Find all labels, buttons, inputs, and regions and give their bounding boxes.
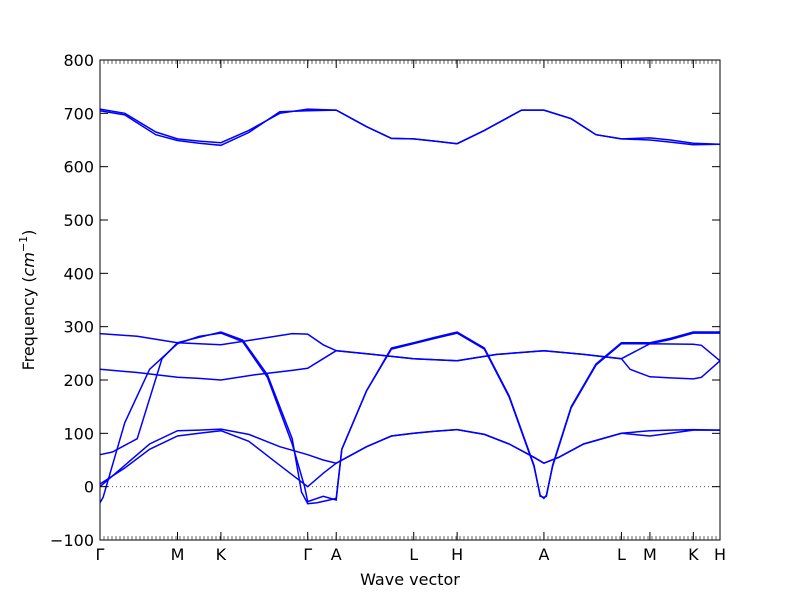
y-tick-label: 300 — [63, 318, 94, 337]
y-axis-unit: cm — [19, 252, 38, 276]
x-tick-label: A — [331, 545, 342, 564]
series-layer — [99, 108, 721, 505]
x-tick-label: A — [538, 545, 549, 564]
minor-tick-layer — [99, 60, 721, 540]
x-tick-label: H — [451, 545, 463, 564]
y-tick-label: 100 — [63, 424, 94, 443]
x-tick-label: Γ — [303, 545, 312, 564]
y-axis-label-text: Frequency — [19, 288, 38, 371]
y-tick-label: −100 — [50, 531, 94, 550]
band-line-6 — [99, 332, 720, 504]
x-tick-label: K — [216, 545, 227, 564]
y-tick-label: 800 — [63, 51, 94, 70]
y-tick-label: 700 — [63, 104, 94, 123]
y-tick-label: 600 — [63, 158, 94, 177]
y-axis-unit-exponent: −1 — [17, 236, 30, 252]
x-tick-label: Γ — [96, 545, 105, 564]
x-tick-label: M — [643, 545, 657, 564]
y-tick-label: 200 — [63, 371, 94, 390]
y-tick-label: 400 — [63, 264, 94, 283]
x-tick-label: K — [688, 545, 699, 564]
band-line-4 — [99, 349, 721, 381]
band-line-8 — [99, 428, 720, 488]
x-tick-label: M — [171, 545, 185, 564]
x-tick-label: H — [714, 545, 726, 564]
x-tick-label: L — [617, 545, 626, 564]
y-tick-label: 500 — [63, 211, 94, 230]
x-axis-label: Wave vector — [360, 570, 460, 589]
y-axis-label: Frequency (cm−1) — [17, 230, 38, 371]
y-axis-label-close: ) — [19, 230, 38, 236]
band-line-2 — [99, 109, 721, 147]
x-tick-label: L — [409, 545, 418, 564]
y-tick-label: 0 — [84, 478, 94, 497]
plot-frame — [99, 59, 721, 541]
